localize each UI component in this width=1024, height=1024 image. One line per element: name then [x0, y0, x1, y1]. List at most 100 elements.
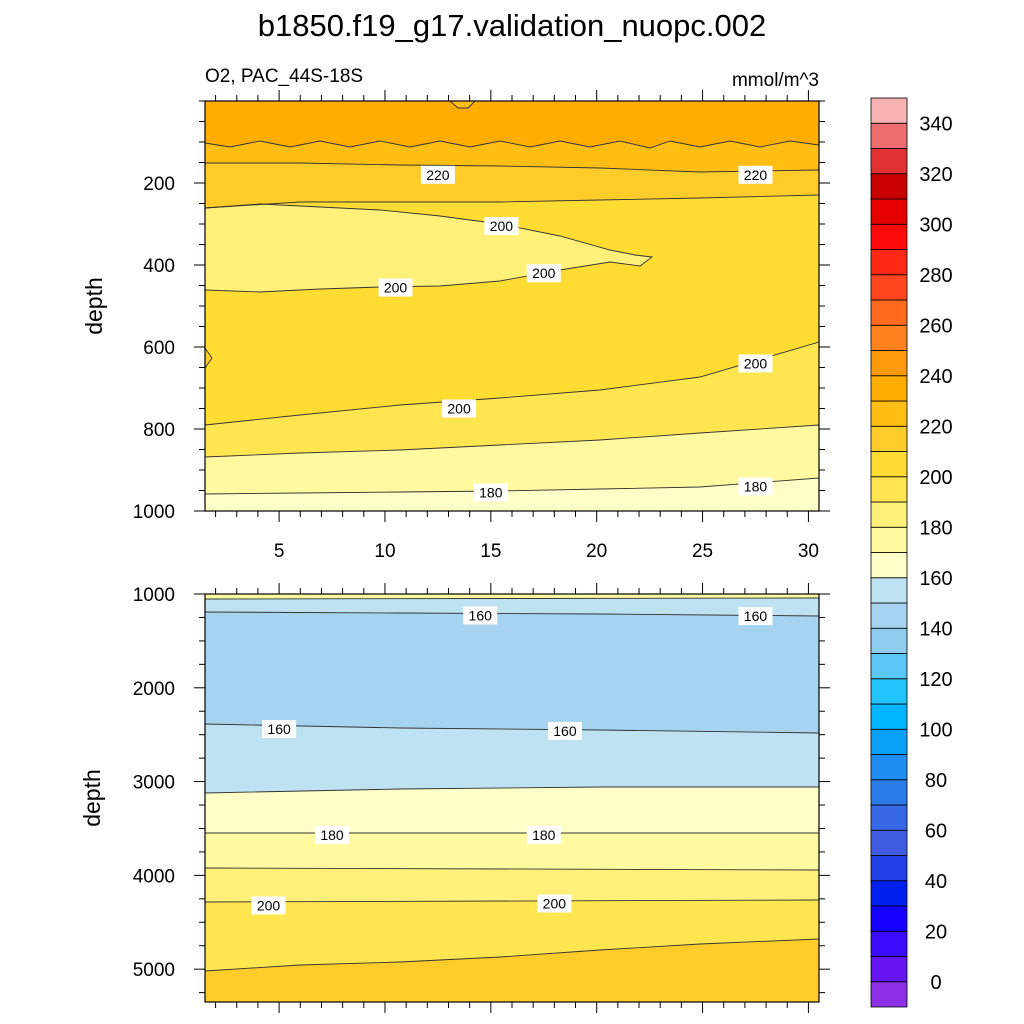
colorbar-swatch — [870, 653, 908, 680]
x-tick-label: 30 — [798, 541, 819, 562]
x-tick-label: 15 — [480, 541, 501, 562]
y-tick-label: 800 — [143, 420, 175, 441]
x-tick-label: 25 — [692, 541, 713, 562]
colorbar-swatch — [870, 880, 908, 907]
contour-label-box — [463, 606, 498, 625]
upper-left-label: O2, PAC_44S-18S — [205, 66, 363, 87]
colorbar-swatch — [870, 930, 908, 957]
contour-label: 200 — [738, 354, 773, 373]
colorbar-label: 160 — [919, 568, 952, 590]
colorbar-label: 140 — [919, 618, 952, 640]
colorbar-label: 260 — [919, 315, 952, 337]
y-tick-label: 400 — [143, 256, 175, 277]
colorbar-label: 60 — [925, 820, 947, 842]
contour-label: 220 — [420, 165, 455, 184]
colorbar-swatch — [870, 173, 908, 200]
contour-label: 200 — [251, 896, 286, 915]
band-fill — [205, 868, 819, 902]
colorbar-label: 320 — [919, 164, 952, 186]
contour-line — [205, 938, 819, 972]
x-tick-label: 5 — [274, 541, 285, 562]
contour-line — [205, 723, 819, 734]
contour-label-box — [262, 720, 297, 739]
lower-ticks: 1000 2000 3000 4000 5000 — [133, 583, 830, 1013]
contour-label-text: 160 — [744, 608, 768, 624]
upper-panel: O2, PAC_44S-18S mmol/m^3 depth 5 10 15 20 25… — [81, 66, 830, 562]
upper-right-label: mmol/m^3 — [732, 70, 819, 91]
contour-label-text: 160 — [469, 608, 493, 624]
colorbar-label: 200 — [919, 467, 952, 489]
contour-line — [205, 140, 819, 149]
contour-label-box — [484, 217, 519, 236]
colorbar-label: 20 — [925, 921, 947, 943]
contour-label-text: 200 — [257, 897, 281, 913]
contour-label-text: 220 — [744, 167, 768, 183]
colorbar-label: 240 — [919, 366, 952, 388]
contour-line — [205, 867, 819, 871]
colorbar-label: 340 — [919, 113, 952, 135]
y-tick-label: 600 — [143, 338, 175, 359]
contour-label-box — [738, 607, 773, 626]
contour-label: 160 — [262, 720, 297, 739]
contour-label-box — [738, 477, 773, 496]
contour-label-text: 200 — [384, 280, 408, 296]
band-fill — [205, 594, 819, 599]
band-fill — [205, 478, 819, 511]
y-tick-label: 1000 — [133, 502, 175, 523]
y-tick-label: 3000 — [133, 773, 175, 794]
contour-label-box — [537, 894, 572, 913]
x-tick-label: 10 — [374, 541, 395, 562]
colorbar-swatch — [870, 249, 908, 276]
colorbar-swatch — [870, 855, 908, 882]
contour-label: 180 — [315, 826, 350, 845]
band-fill — [205, 900, 819, 971]
contour-line — [205, 341, 819, 426]
figure-title: b1850.f19_g17.validation_nuopc.002 — [258, 8, 767, 43]
colorbar-swatch — [870, 956, 908, 983]
colorbar-swatch — [870, 274, 908, 301]
colorbar-label: 180 — [919, 517, 952, 539]
x-tick-label: 20 — [586, 541, 607, 562]
contour-label: 180 — [738, 477, 773, 496]
contour-lines — [205, 597, 819, 972]
contour-line — [205, 162, 819, 173]
colorbar-swatch — [870, 678, 908, 705]
lower-fill — [205, 594, 819, 1002]
colorbar-swatch — [870, 198, 908, 225]
colorbar-swatch — [870, 577, 908, 604]
band-fill — [205, 342, 819, 457]
contour-line — [205, 611, 819, 617]
colorbar-swatch — [870, 375, 908, 402]
colorbar-swatch — [870, 829, 908, 856]
contour-label-box — [442, 399, 477, 418]
contour-lines — [205, 101, 819, 495]
contour-label-text: 200 — [532, 265, 556, 281]
contour-label-box — [547, 721, 582, 740]
contour-label-text: 220 — [426, 167, 450, 183]
y-tick-label: 5000 — [133, 960, 175, 981]
colorbar-label: 80 — [925, 770, 947, 792]
contour-label-text: 180 — [744, 478, 768, 494]
band-fill — [205, 141, 819, 172]
contour-label: 160 — [738, 607, 773, 626]
colorbar-swatch — [870, 905, 908, 932]
contour-label-box — [378, 278, 413, 297]
upper-contour-labels: 220 220 200 200 200 200 200 180 180 — [378, 165, 773, 502]
colorbar-label: 280 — [919, 265, 952, 287]
contour-label: 180 — [526, 826, 561, 845]
colorbar-swatch — [870, 400, 908, 427]
band-fill — [205, 348, 212, 368]
y-tick-label: 4000 — [133, 866, 175, 887]
contour-label: 200 — [484, 217, 519, 236]
band-fill — [205, 787, 819, 833]
contour-line — [205, 347, 213, 369]
colorbar-swatch — [870, 602, 908, 629]
colorbar-label: 300 — [919, 214, 952, 236]
contour-line — [205, 424, 819, 458]
y-tick-label: 200 — [143, 174, 175, 195]
contour-label-box — [420, 165, 455, 184]
contour-label: 200 — [537, 894, 572, 913]
y-tick-label: 2000 — [133, 679, 175, 700]
colorbar-swatch — [870, 476, 908, 503]
